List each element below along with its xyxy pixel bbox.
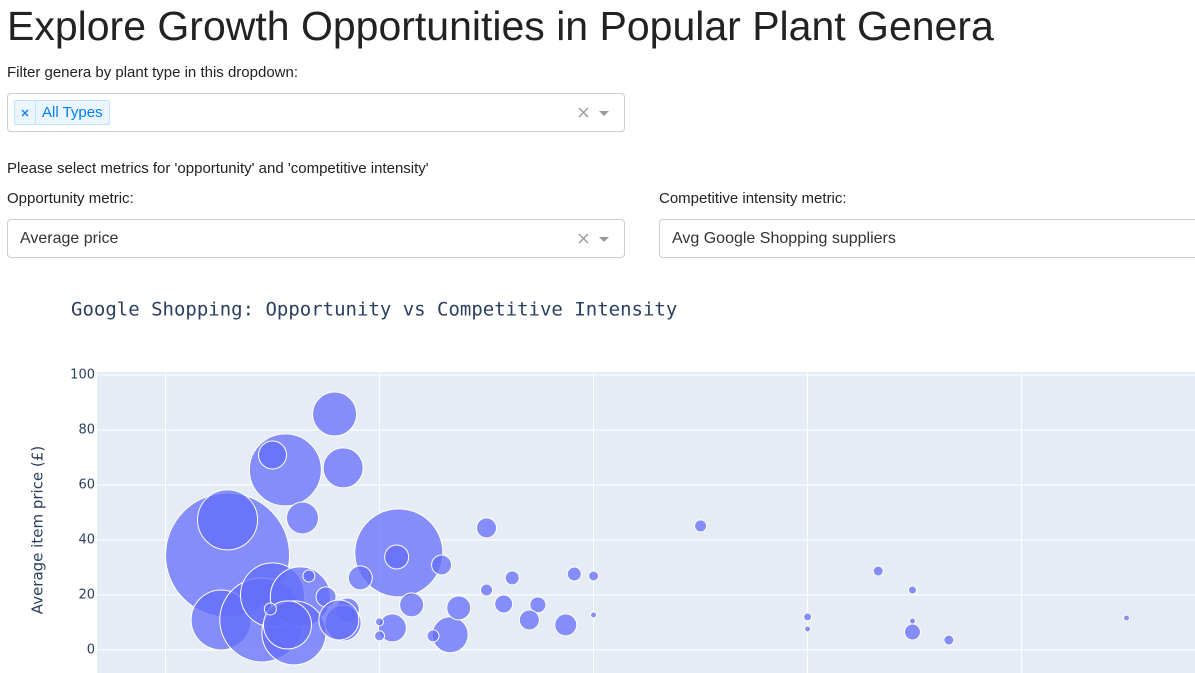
bubble bbox=[903, 623, 921, 641]
page-title: Explore Growth Opportunities in Popular … bbox=[7, 3, 994, 49]
y-tick-label: 0 bbox=[87, 642, 95, 657]
bubble bbox=[872, 565, 884, 577]
competitive-dropdown[interactable]: Avg Google Shopping suppliers bbox=[659, 219, 1195, 258]
bubble bbox=[566, 566, 582, 582]
bubble bbox=[590, 611, 598, 619]
bubble bbox=[318, 599, 360, 641]
opportunity-label: Opportunity metric: bbox=[7, 190, 134, 207]
bubble bbox=[943, 634, 955, 646]
bubble bbox=[426, 629, 440, 643]
bubble bbox=[312, 391, 358, 437]
bubble bbox=[446, 595, 472, 621]
bubble bbox=[476, 517, 498, 539]
tag-text: All Types bbox=[42, 104, 103, 121]
bubble bbox=[480, 583, 494, 597]
opportunity-value: Average price bbox=[20, 230, 119, 247]
bubble bbox=[263, 602, 277, 616]
opportunity-dropdown[interactable]: Average price bbox=[7, 219, 625, 258]
bubble bbox=[494, 594, 514, 614]
type-dropdown[interactable]: All Types bbox=[7, 93, 625, 132]
y-tick-label: 20 bbox=[78, 587, 95, 602]
bubble bbox=[347, 565, 373, 591]
filter-label: Filter genera by plant type in this drop… bbox=[7, 64, 298, 81]
y-tick-label: 40 bbox=[78, 532, 95, 547]
dropdown-controls[interactable] bbox=[578, 232, 614, 246]
bubble bbox=[529, 596, 547, 614]
bubble bbox=[803, 612, 813, 622]
bubble bbox=[197, 489, 259, 551]
chart: Google Shopping: Opportunity vs Competit… bbox=[29, 299, 1195, 673]
bubble bbox=[248, 433, 322, 507]
bubble bbox=[375, 617, 385, 627]
selected-tag: All Types bbox=[14, 100, 110, 125]
bubble bbox=[908, 617, 916, 625]
bubble bbox=[258, 440, 288, 470]
bubble bbox=[285, 501, 319, 535]
bubble bbox=[302, 569, 316, 583]
bubble bbox=[384, 544, 410, 570]
bubble bbox=[554, 613, 578, 637]
bubble bbox=[377, 613, 407, 643]
remove-tag[interactable] bbox=[15, 101, 36, 124]
bubble bbox=[518, 609, 540, 631]
bubble bbox=[374, 630, 386, 642]
bubble bbox=[431, 554, 453, 576]
bubble bbox=[588, 570, 600, 582]
y-tick-label: 80 bbox=[78, 423, 95, 438]
bubble bbox=[399, 592, 425, 618]
remove-icon bbox=[21, 109, 29, 116]
bubble bbox=[1123, 614, 1131, 622]
y-tick-label: 100 bbox=[70, 368, 95, 383]
competitive-label: Competitive intensity metric: bbox=[659, 190, 847, 207]
bubble bbox=[322, 447, 364, 489]
bubble bbox=[694, 519, 708, 533]
bubble bbox=[907, 585, 917, 595]
bubble bbox=[504, 570, 520, 586]
chart-title: Google Shopping: Opportunity vs Competit… bbox=[71, 299, 677, 321]
bubble bbox=[804, 625, 812, 633]
competitive-value: Avg Google Shopping suppliers bbox=[672, 230, 896, 247]
y-tick-label: 60 bbox=[78, 477, 95, 492]
metrics-prompt: Please select metrics for 'opportunity' … bbox=[7, 160, 429, 177]
dropdown-controls[interactable] bbox=[578, 106, 614, 120]
y-axis-title: Average item price (£) bbox=[29, 446, 47, 614]
